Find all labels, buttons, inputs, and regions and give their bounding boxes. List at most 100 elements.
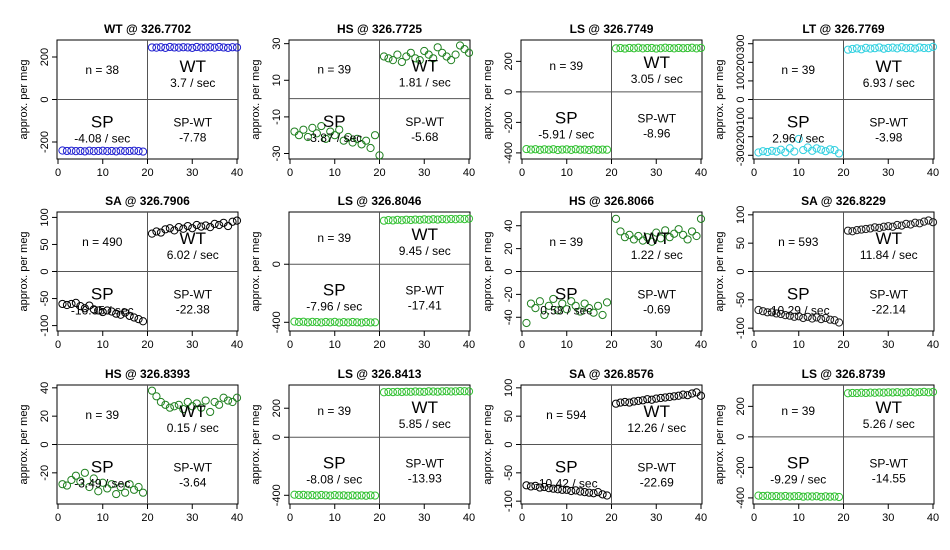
wt-data-point <box>447 214 456 224</box>
wt-data-point <box>174 400 183 409</box>
sp-data-point <box>781 491 790 501</box>
x-tick-label: 20 <box>605 339 617 351</box>
sp-data-point <box>335 491 344 500</box>
y-tick-label: 10 <box>271 74 283 86</box>
wt-data-point <box>210 43 219 52</box>
n-count-label: n = 39 <box>549 59 583 73</box>
wt-data-point <box>888 388 897 397</box>
x-tick-label: 30 <box>650 512 662 524</box>
wt-data-point <box>223 43 233 52</box>
sp-data-point <box>62 146 72 156</box>
wt-data-point <box>857 388 866 397</box>
panel: SA @ 326.8229 0 10 20 30 40 -100 -50 0 50 100 appro… <box>714 194 939 351</box>
sp-data-point <box>598 310 607 320</box>
wt-data-point <box>411 54 420 63</box>
sp-data-point <box>549 484 558 493</box>
x-tick-label: 0 <box>55 339 61 351</box>
sp-data-point <box>580 145 589 154</box>
y-tick-label: 20 <box>503 242 515 254</box>
sp-data-point <box>602 145 612 154</box>
wt-data-point <box>679 44 688 53</box>
sp-data-point <box>602 491 612 500</box>
sp-data-point <box>89 147 98 156</box>
sp-wt-label: SP-WT <box>173 460 212 474</box>
y-tick-label: 40 <box>39 382 51 394</box>
sp-data-point <box>593 145 603 154</box>
panel: LS @ 326.8739 0 10 20 30 40 -400 -200 0 200 approx… <box>714 367 939 524</box>
sp-label: SP <box>323 281 346 300</box>
wt-data-point <box>415 387 424 396</box>
wt-data-point <box>455 386 465 396</box>
sp-data-point <box>290 490 299 499</box>
sp-data-point <box>825 315 835 324</box>
sp-data-point <box>776 492 785 501</box>
sp-data-point <box>522 481 531 490</box>
wt-data-point <box>152 43 161 52</box>
wt-data-point <box>393 50 402 59</box>
sp-data-point <box>67 475 76 485</box>
x-tick-label: 0 <box>519 167 525 179</box>
sp-data-point <box>361 136 371 145</box>
sp-data-point <box>799 145 808 155</box>
wt-data-point <box>683 43 692 53</box>
wt-data-point <box>665 43 674 53</box>
x-tick-label: 0 <box>751 167 757 179</box>
wt-label: WT <box>412 225 438 244</box>
wt-data-point <box>643 233 652 242</box>
sp-data-point <box>80 468 89 477</box>
n-count-label: n = 39 <box>85 408 119 422</box>
n-count-label: n = 39 <box>781 63 815 77</box>
x-tick-label: 40 <box>231 167 243 179</box>
wt-data-point <box>397 387 406 397</box>
wt-data-point <box>911 218 920 227</box>
sp-data-point <box>593 488 603 497</box>
sp-data-point <box>558 485 567 494</box>
wt-data-point <box>455 214 465 223</box>
sp-wt-label: SP-WT <box>405 284 444 298</box>
wt-data-point <box>384 216 393 225</box>
x-tick-label: 0 <box>55 167 61 179</box>
wt-data-point <box>696 214 706 223</box>
sp-data-point <box>344 491 353 500</box>
wt-rate: 3.05 / sec <box>631 72 683 86</box>
wt-data-point <box>451 215 460 224</box>
sp-data-point <box>89 305 98 314</box>
wt-rate: 1.81 / sec <box>399 75 451 89</box>
x-tick-label: 0 <box>519 512 525 524</box>
sp-data-point <box>361 491 371 500</box>
sp-data-point <box>125 480 134 489</box>
wt-data-point <box>179 224 188 233</box>
sp-rate: -9.29 / sec <box>770 472 826 486</box>
sp-label: SP <box>555 108 578 127</box>
wt-data-point <box>188 402 197 411</box>
wt-data-point <box>460 215 469 224</box>
panel: HS @ 326.7725 0 10 20 30 40 -30 -10 10 30 approx. … <box>250 22 475 179</box>
sp-data-point <box>571 486 580 495</box>
sp-data-point <box>370 491 380 500</box>
wt-data-point <box>652 228 661 237</box>
wt-rate: 9.45 / sec <box>399 244 451 258</box>
sp-rate: -10.29 / sec <box>767 303 830 317</box>
sp-data-point <box>294 490 304 500</box>
wt-data-point <box>696 391 706 400</box>
y-tick-label: 0 <box>735 268 747 274</box>
sp-data-point <box>794 491 803 501</box>
wt-data-point <box>915 219 924 228</box>
sp-data-point <box>116 310 125 319</box>
wt-data-point <box>206 43 215 52</box>
sp-data-point <box>326 318 335 327</box>
wt-data-point <box>232 43 242 52</box>
y-tick-label: -100 <box>735 107 747 129</box>
wt-data-point <box>616 227 625 236</box>
sp-data-point <box>330 131 339 140</box>
wt-data-point <box>170 43 179 52</box>
wt-data-point <box>197 403 206 412</box>
x-tick-label: 10 <box>793 339 805 351</box>
panel-title: LS @ 326.8046 <box>338 194 422 208</box>
x-tick-label: 20 <box>373 512 385 524</box>
sp-data-point <box>103 147 112 156</box>
sp-data-point <box>94 487 103 496</box>
x-tick-label: 30 <box>418 512 430 524</box>
wt-data-point <box>848 44 857 54</box>
sp-data-point <box>602 298 612 307</box>
